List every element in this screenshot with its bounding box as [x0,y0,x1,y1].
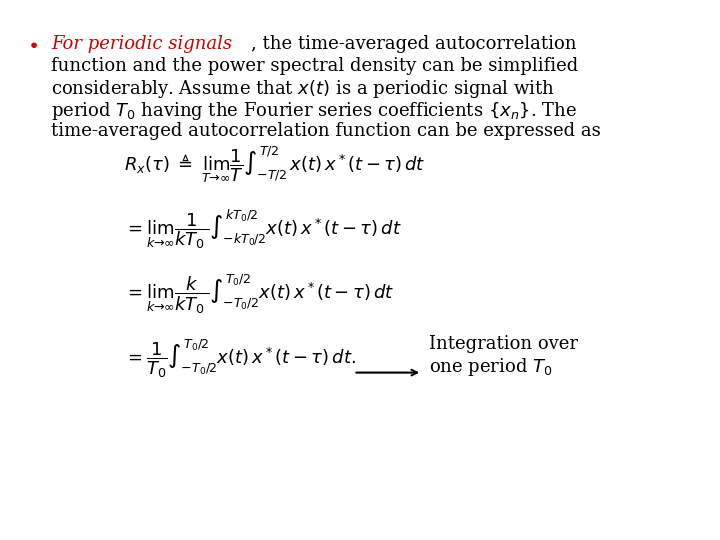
Text: Integration over
one period $T_0$: Integration over one period $T_0$ [429,335,578,378]
Text: $= \lim_{k \to \infty} \dfrac{k}{kT_0} \int_{-T_0/2}^{T_0/2} x(t)\,x^*(t-\tau)\,: $= \lim_{k \to \infty} \dfrac{k}{kT_0} \… [124,273,394,316]
Text: For periodic signals: For periodic signals [52,35,233,53]
Text: $\bullet$: $\bullet$ [27,35,38,53]
Text: , the time-averaged autocorrelation: , the time-averaged autocorrelation [251,35,576,53]
Text: period $T_0$ having the Fourier series coefficients $\{x_n\}$. The: period $T_0$ having the Fourier series c… [52,100,577,122]
Text: considerably. Assume that $x(t)$ is a periodic signal with: considerably. Assume that $x(t)$ is a pe… [52,78,555,100]
Text: time-averaged autocorrelation function can be expressed as: time-averaged autocorrelation function c… [52,122,601,139]
Text: function and the power spectral density can be simplified: function and the power spectral density … [52,57,579,75]
Text: $R_x(\tau) \;\triangleq\; \lim_{T \to \infty} \dfrac{1}{T} \int_{-T/2}^{T/2} x(t: $R_x(\tau) \;\triangleq\; \lim_{T \to \i… [124,144,425,185]
Text: $= \dfrac{1}{T_0} \int_{-T_0/2}^{T_0/2} x(t)\,x^*(t-\tau)\, dt.$: $= \dfrac{1}{T_0} \int_{-T_0/2}^{T_0/2} … [124,338,356,380]
Text: $= \lim_{k \to \infty} \dfrac{1}{kT_0} \int_{-kT_0/2}^{kT_0/2} x(t)\,x^*(t-\tau): $= \lim_{k \to \infty} \dfrac{1}{kT_0} \… [124,207,401,252]
